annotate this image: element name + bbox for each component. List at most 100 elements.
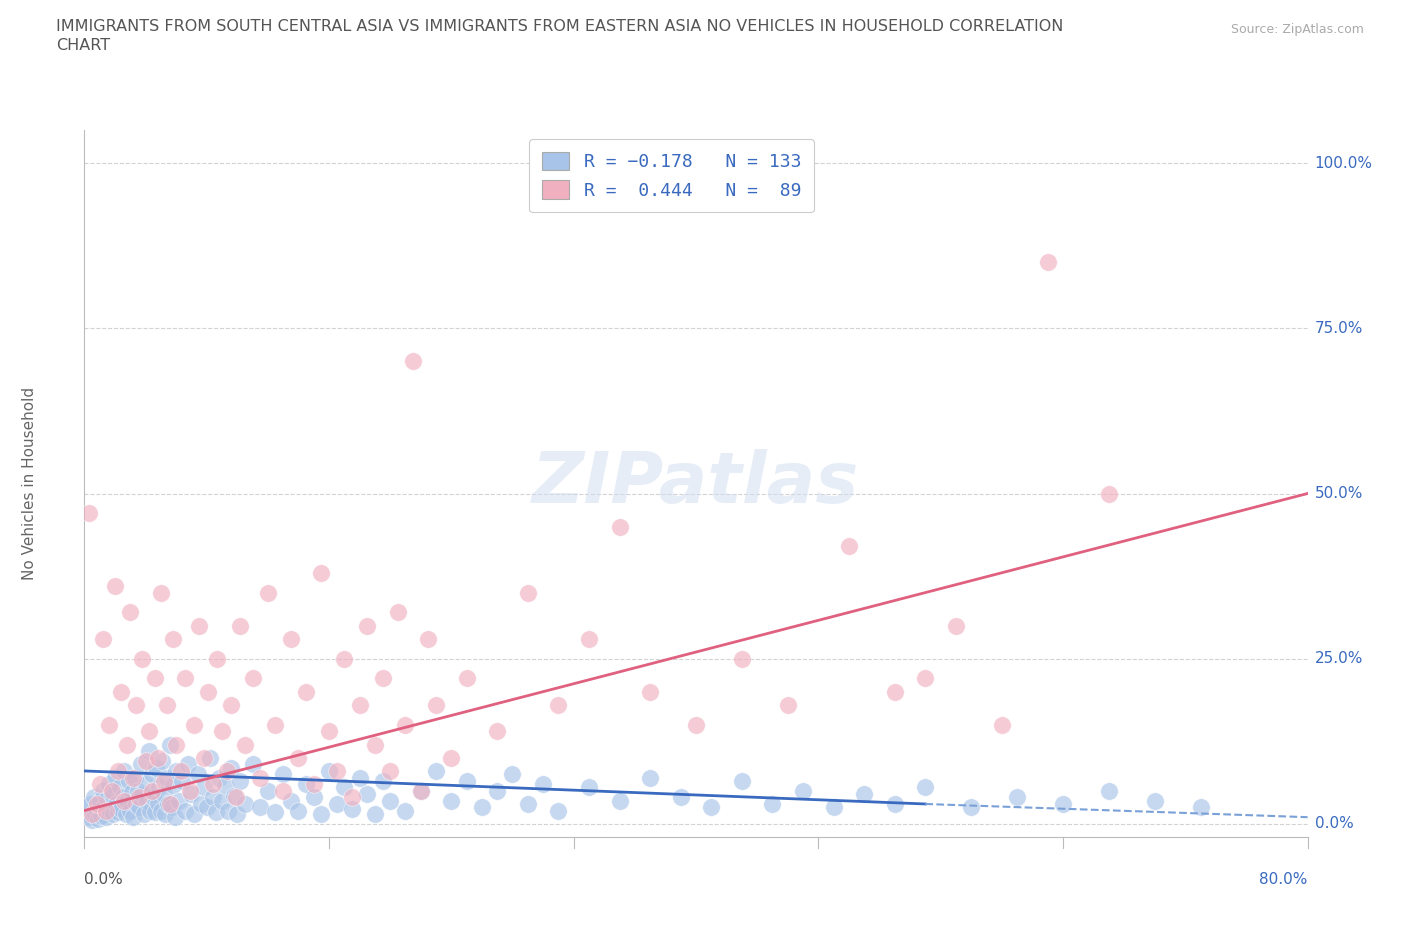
Point bbox=[172, 774, 194, 789]
Point bbox=[257, 783, 280, 798]
Point bbox=[76, 800, 98, 815]
Point bbox=[84, 806, 107, 821]
Point bbox=[219, 760, 242, 775]
Point bbox=[1098, 486, 1121, 501]
Text: 0.0%: 0.0% bbox=[1315, 817, 1354, 831]
Point bbox=[83, 790, 105, 804]
Point bbox=[242, 757, 264, 772]
Point bbox=[371, 774, 394, 789]
Point bbox=[138, 744, 160, 759]
Point bbox=[1052, 796, 1074, 811]
Point bbox=[242, 671, 264, 686]
Point bbox=[501, 767, 523, 782]
Point bbox=[311, 565, 333, 580]
Point bbox=[107, 764, 129, 778]
Point bbox=[163, 810, 186, 825]
Point bbox=[104, 578, 127, 593]
Point bbox=[271, 767, 294, 782]
Point bbox=[547, 698, 569, 712]
Point bbox=[94, 810, 117, 825]
Point bbox=[143, 804, 166, 819]
Point bbox=[914, 671, 936, 686]
Point bbox=[193, 751, 215, 765]
Point bbox=[90, 808, 112, 823]
Point bbox=[97, 717, 120, 732]
Point bbox=[112, 764, 135, 778]
Point bbox=[394, 804, 416, 818]
Point bbox=[156, 770, 179, 785]
Point bbox=[198, 751, 221, 765]
Point bbox=[280, 793, 302, 808]
Point bbox=[287, 804, 309, 818]
Point bbox=[139, 804, 162, 818]
Point bbox=[146, 751, 169, 765]
Point bbox=[318, 764, 340, 778]
Point bbox=[89, 777, 111, 791]
Point bbox=[516, 796, 538, 811]
Point bbox=[1143, 793, 1166, 808]
Point bbox=[138, 724, 160, 738]
Point bbox=[180, 787, 202, 802]
Point bbox=[295, 777, 318, 791]
Point bbox=[302, 777, 325, 791]
Point bbox=[1098, 783, 1121, 798]
Point bbox=[125, 796, 148, 811]
Point bbox=[264, 804, 287, 819]
Text: 25.0%: 25.0% bbox=[1315, 651, 1362, 666]
Point bbox=[167, 793, 190, 808]
Point bbox=[104, 770, 127, 785]
Point bbox=[456, 774, 478, 789]
Point bbox=[217, 804, 239, 818]
Point bbox=[945, 618, 967, 633]
Point bbox=[124, 770, 146, 785]
Point bbox=[669, 790, 692, 804]
Point bbox=[853, 787, 876, 802]
Point bbox=[211, 793, 233, 808]
Point bbox=[103, 806, 125, 821]
Point bbox=[731, 651, 754, 666]
Point bbox=[96, 791, 118, 806]
Point bbox=[141, 767, 163, 782]
Point bbox=[219, 698, 242, 712]
Point bbox=[731, 774, 754, 789]
Point bbox=[249, 800, 271, 815]
Point bbox=[101, 787, 124, 802]
Point bbox=[77, 810, 100, 825]
Point bbox=[295, 684, 318, 699]
Point bbox=[135, 777, 157, 791]
Point bbox=[148, 780, 170, 795]
Point bbox=[264, 717, 287, 732]
Point bbox=[578, 631, 600, 646]
Point bbox=[792, 783, 814, 798]
Point bbox=[333, 651, 356, 666]
Point bbox=[340, 802, 363, 817]
Text: ZIPatlas: ZIPatlas bbox=[533, 449, 859, 518]
Point bbox=[402, 354, 425, 369]
Point bbox=[211, 724, 233, 738]
Point bbox=[356, 787, 378, 802]
Point bbox=[333, 780, 356, 795]
Point bbox=[280, 631, 302, 646]
Point bbox=[440, 793, 463, 808]
Point bbox=[471, 800, 494, 815]
Point bbox=[225, 790, 247, 804]
Point bbox=[132, 806, 155, 821]
Point bbox=[87, 811, 110, 826]
Point bbox=[149, 585, 172, 600]
Point bbox=[761, 796, 783, 811]
Point bbox=[170, 764, 193, 778]
Point bbox=[440, 751, 463, 765]
Point bbox=[101, 783, 124, 798]
Point bbox=[110, 684, 132, 699]
Point bbox=[115, 737, 138, 752]
Point bbox=[125, 698, 148, 712]
Point bbox=[91, 783, 114, 798]
Point bbox=[456, 671, 478, 686]
Point bbox=[547, 804, 569, 818]
Point bbox=[960, 800, 983, 815]
Point bbox=[97, 777, 120, 791]
Point bbox=[135, 753, 157, 768]
Point bbox=[162, 631, 184, 646]
Point bbox=[823, 800, 845, 815]
Point bbox=[418, 631, 440, 646]
